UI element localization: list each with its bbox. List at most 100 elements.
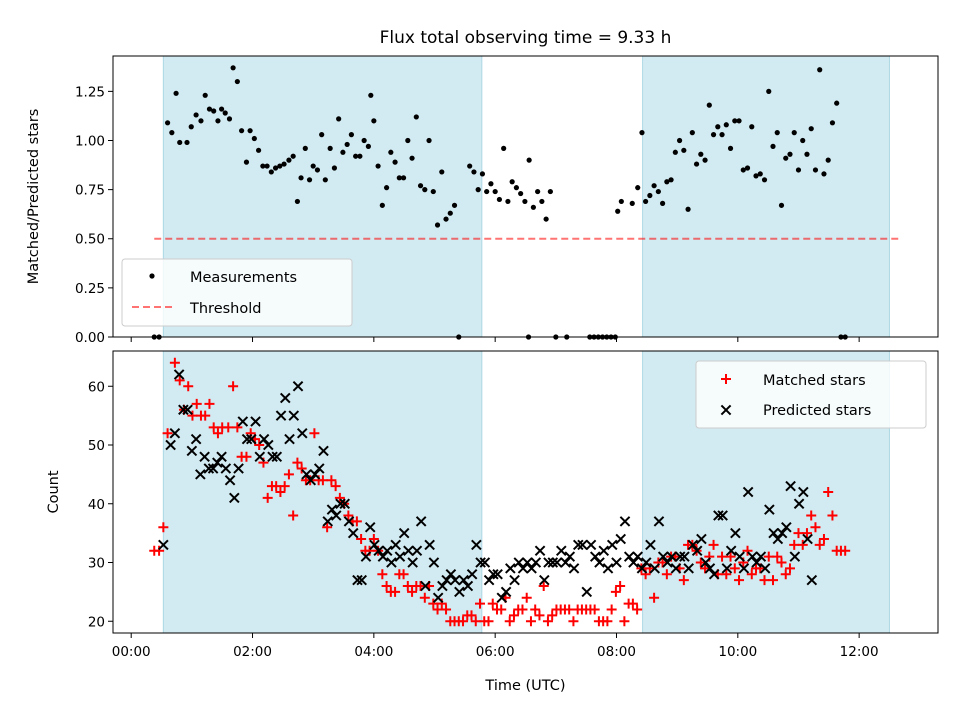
matched-star-point: [602, 616, 613, 627]
matched-star-point: [381, 581, 392, 591]
measurement-point: [409, 155, 415, 161]
predicted-star-point: [173, 369, 185, 380]
predicted-star-point: [534, 545, 546, 557]
measurement-point: [668, 177, 674, 183]
measurement-point: [211, 108, 217, 114]
matched-star-point: [398, 569, 409, 580]
measurement-point: [173, 90, 179, 96]
matched-star-point: [776, 557, 787, 568]
predicted-star-point: [738, 563, 750, 574]
predicted-star-point: [547, 557, 559, 568]
measurement-point: [388, 149, 394, 155]
measurement-point: [753, 173, 759, 179]
predicted-star-point: [488, 568, 499, 580]
matched-star-point: [721, 569, 732, 580]
predicted-star-point: [190, 433, 202, 445]
measurement-point: [230, 65, 236, 71]
predicted-star-point: [445, 568, 457, 580]
measurement-point: [543, 216, 549, 222]
measurement-point: [808, 126, 814, 132]
measurement-point: [193, 112, 199, 118]
measurement-point: [357, 153, 363, 159]
measurement-point: [226, 116, 233, 122]
measurement-point: [310, 163, 316, 169]
predicted-star-point: [730, 527, 741, 539]
predicted-star-point: [428, 557, 440, 568]
predicted-star-point: [386, 557, 397, 568]
predicted-star-points: [158, 369, 818, 604]
predicted-star-point: [352, 574, 363, 586]
predicted-star-point: [560, 557, 571, 568]
x-tick-label: 02:00: [233, 644, 272, 660]
bottom-x-ticks: 00:00 02:00 04:00 06:00 08:00 10:00 12:00: [112, 633, 879, 660]
measurement-point: [509, 179, 515, 185]
matched-star-point: [806, 510, 817, 521]
predicted-star-point: [343, 516, 355, 527]
predicted-star-point: [411, 545, 423, 557]
legend-label-matched: Matched stars: [763, 373, 866, 389]
predicted-star-point: [305, 474, 317, 486]
measurement-point: [643, 198, 649, 205]
legend-x-glyph: [720, 404, 732, 416]
predicted-star-point: [708, 568, 720, 580]
predicted-star-point: [666, 551, 678, 562]
measurement-point: [375, 163, 381, 169]
measurement-points: [151, 65, 848, 340]
measurement-point: [327, 145, 333, 151]
predicted-star-point: [475, 557, 486, 568]
measurement-point: [710, 132, 717, 138]
measurement-point: [426, 137, 432, 144]
predicted-star-point: [530, 557, 542, 568]
y-tick-label: 0.50: [75, 232, 105, 248]
measurement-point: [451, 202, 458, 208]
predicted-star-point: [742, 486, 754, 498]
measurement-point: [518, 190, 524, 197]
matched-star-point: [223, 422, 234, 433]
matched-star-point: [162, 428, 173, 439]
measurement-point: [277, 163, 283, 169]
predicted-star-point: [806, 574, 818, 586]
measurement-point: [255, 147, 262, 153]
measurement-point: [676, 137, 683, 144]
predicted-star-point: [407, 557, 418, 568]
predicted-star-point: [415, 516, 427, 527]
chart-title: Flux total observing time = 9.33 h: [380, 28, 672, 48]
predicted-star-point: [538, 574, 550, 586]
predicted-star-point: [454, 586, 465, 598]
measurement-point: [234, 78, 240, 85]
measurement-point: [365, 143, 371, 149]
matched-star-point: [708, 539, 719, 550]
measurement-point: [306, 177, 313, 183]
y-tick-label: 60: [88, 379, 105, 395]
matched-star-point: [814, 539, 825, 550]
predicted-star-point: [288, 410, 300, 421]
predicted-star-point: [721, 563, 733, 574]
matched-star-point: [356, 534, 367, 544]
predicted-star-point: [169, 427, 181, 439]
matched-star-point: [470, 616, 481, 627]
measurement-point: [651, 183, 657, 189]
predicted-star-point: [199, 451, 210, 463]
measurement-point: [804, 151, 810, 157]
predicted-star-point: [462, 580, 474, 592]
predicted-star-point: [725, 545, 737, 557]
predicted-star-point: [611, 557, 622, 568]
measurement-point: [715, 124, 721, 130]
matched-star-point: [525, 616, 536, 627]
matched-star-point: [657, 557, 668, 568]
measurement-point: [834, 100, 840, 106]
predicted-star-point: [237, 416, 249, 427]
matched-star-point: [228, 381, 239, 392]
top-y-axis-label: Matched/Predicted stars: [26, 109, 42, 285]
matched-star-point: [309, 428, 320, 439]
measurement-point: [348, 132, 355, 138]
measurement-point: [791, 130, 797, 136]
predicted-star-point: [615, 533, 627, 545]
x-tick-label: 10:00: [718, 644, 757, 660]
matched-star-point: [169, 357, 180, 368]
matched-star-point: [204, 398, 215, 409]
measurement-point: [615, 208, 621, 214]
matched-star-point: [627, 598, 638, 609]
matched-star-point: [780, 569, 791, 580]
measurement-point: [218, 106, 225, 112]
